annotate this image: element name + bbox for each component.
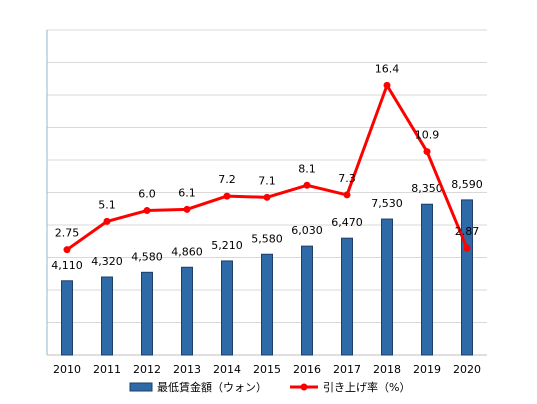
bar-label-2020: 8,590 bbox=[451, 178, 483, 191]
bar-2019 bbox=[421, 203, 433, 356]
x-tick-2020: 2020 bbox=[453, 363, 481, 376]
bar-2020 bbox=[461, 199, 473, 356]
bar-2015 bbox=[261, 253, 273, 356]
bar-label-2018: 7,530 bbox=[371, 197, 403, 210]
legend-line-label: 引き上げ率（%） bbox=[323, 380, 410, 394]
bar-label-2014: 5,210 bbox=[211, 239, 243, 252]
rate-label-2017: 7.3 bbox=[338, 172, 356, 185]
x-tick-2010: 2010 bbox=[53, 363, 81, 376]
bar-label-2010: 4,110 bbox=[51, 259, 83, 272]
rate-label-2016: 8.1 bbox=[298, 162, 316, 175]
x-tick-2012: 2012 bbox=[133, 363, 161, 376]
x-tick-2015: 2015 bbox=[253, 363, 281, 376]
rate-point-2011 bbox=[103, 217, 111, 225]
bar-label-2015: 5,580 bbox=[251, 232, 283, 245]
rate-point-2020 bbox=[463, 244, 471, 252]
line-series: 2.75 5.1 6.0 6.1 7.2 7.1 8.1 7.3 16.4 10.9 2.87 bbox=[55, 62, 480, 254]
bar-label-2012: 4,580 bbox=[131, 250, 163, 263]
x-tick-2013: 2013 bbox=[173, 363, 201, 376]
x-tick-2016: 2016 bbox=[293, 363, 321, 376]
bar-2014 bbox=[221, 260, 233, 356]
bar-2011 bbox=[101, 276, 113, 356]
bar-label-2013: 4,860 bbox=[171, 245, 203, 258]
bar-2013 bbox=[181, 266, 193, 356]
bar-label-2016: 6,030 bbox=[291, 224, 323, 237]
rate-point-2014 bbox=[223, 192, 231, 200]
bar-2010 bbox=[61, 280, 73, 356]
rate-label-2015: 7.1 bbox=[258, 174, 276, 187]
rate-point-2017 bbox=[343, 191, 351, 199]
bar-2017 bbox=[341, 237, 353, 356]
x-tick-2018: 2018 bbox=[373, 363, 401, 376]
rate-label-2020: 2.87 bbox=[455, 225, 480, 238]
rate-label-2010: 2.75 bbox=[55, 227, 80, 240]
rate-label-2013: 6.1 bbox=[178, 186, 196, 199]
rate-label-2019: 10.9 bbox=[415, 129, 440, 142]
x-axis-ticks: 2010 2011 2012 2013 2014 2015 2016 2017 2018 2019… bbox=[53, 363, 481, 376]
rate-point-2019 bbox=[423, 148, 431, 156]
rate-label-2018: 16.4 bbox=[375, 62, 400, 75]
legend: 最低賃金額（ウォン） 引き上げ率（%） bbox=[129, 380, 410, 394]
legend-bar-swatch bbox=[129, 382, 153, 392]
bar-2016 bbox=[301, 245, 313, 356]
rate-point-2010 bbox=[63, 246, 71, 254]
bar-label-2017: 6,470 bbox=[331, 216, 363, 229]
x-tick-2014: 2014 bbox=[213, 363, 241, 376]
rate-label-2011: 5.1 bbox=[98, 198, 116, 211]
rate-point-2012 bbox=[143, 207, 151, 215]
bar-label-2019: 8,350 bbox=[411, 182, 443, 195]
legend-line-marker bbox=[300, 383, 308, 391]
rate-label-2014: 7.2 bbox=[218, 173, 236, 186]
rate-label-2012: 6.0 bbox=[138, 188, 156, 201]
bar-2018 bbox=[381, 218, 393, 356]
rate-point-2018 bbox=[383, 81, 391, 89]
bar-series: 4,110 4,320 4,580 4,860 5,210 5,580 6,030 6,470… bbox=[51, 178, 483, 356]
rate-point-2015 bbox=[263, 193, 271, 201]
legend-bar-label: 最低賃金額（ウォン） bbox=[157, 380, 267, 394]
rate-point-2013 bbox=[183, 205, 191, 213]
x-tick-2011: 2011 bbox=[93, 363, 121, 376]
x-tick-2019: 2019 bbox=[413, 363, 441, 376]
bar-2012 bbox=[141, 271, 153, 356]
rate-point-2016 bbox=[303, 181, 311, 189]
bar-label-2011: 4,320 bbox=[91, 255, 123, 268]
x-tick-2017: 2017 bbox=[333, 363, 361, 376]
